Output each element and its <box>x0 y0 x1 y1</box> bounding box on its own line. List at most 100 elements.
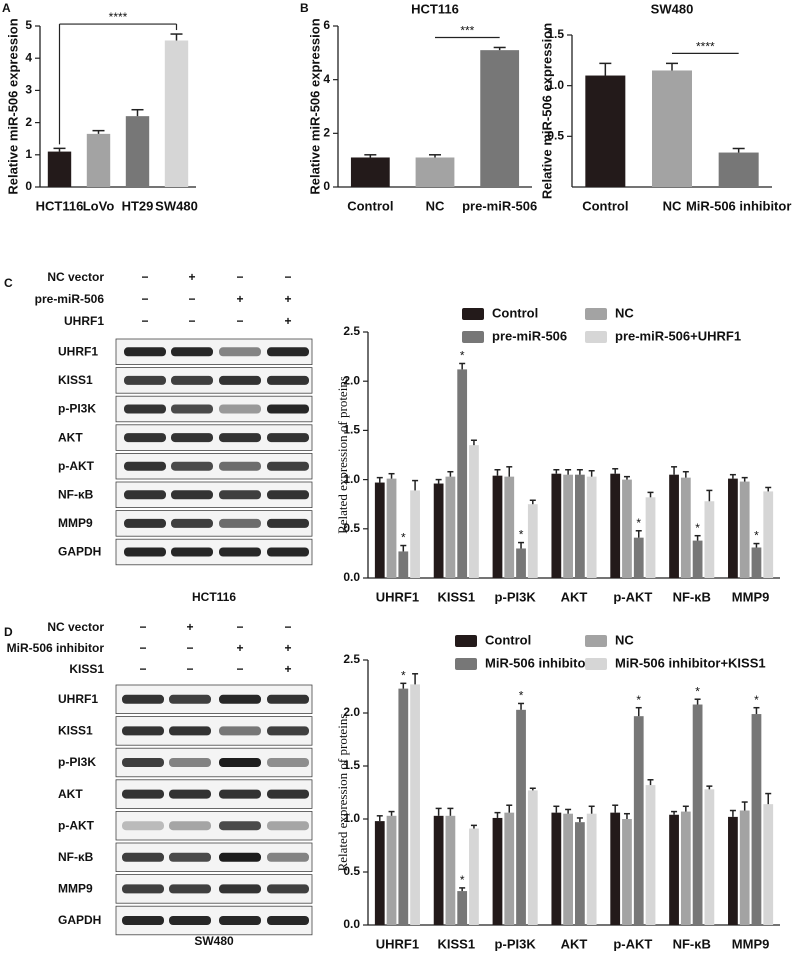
bar <box>386 478 397 578</box>
y-tick-label: 3 <box>25 83 32 97</box>
protein-label: p-AKT <box>58 459 95 473</box>
blot-band <box>219 821 261 831</box>
bar <box>633 716 644 925</box>
bar <box>586 476 597 578</box>
bar <box>516 548 526 578</box>
condition-mark: + <box>284 662 291 676</box>
bar <box>504 476 515 578</box>
legend-swatch <box>462 308 484 320</box>
blot-band <box>124 347 166 357</box>
condition-label: pre-miR-506 <box>35 292 105 306</box>
y-tick-label: 0.0 <box>343 570 360 584</box>
bar <box>739 481 750 578</box>
significance-star: * <box>636 693 641 707</box>
bar <box>410 684 420 925</box>
protein-label: AKT <box>58 787 83 801</box>
y-tick-label: 5 <box>25 18 32 32</box>
significance-star: * <box>519 528 524 542</box>
blot-band <box>219 547 261 557</box>
y-axis-label: Related expression of proteins <box>335 714 350 872</box>
x-tick-label: UHRF1 <box>376 589 419 604</box>
protein-label: MMP9 <box>58 516 93 530</box>
condition-mark: + <box>236 292 243 306</box>
y-tick-label: 1.5 <box>547 27 564 41</box>
blot-band <box>124 461 166 471</box>
bar <box>398 551 409 578</box>
significance-label: **** <box>109 10 128 24</box>
panel-label: D <box>4 625 13 639</box>
condition-label: KISS1 <box>69 662 104 676</box>
protein-label: p-PI3K <box>58 755 96 769</box>
condition-mark: − <box>236 620 243 634</box>
blot-band <box>169 916 211 925</box>
x-tick-label: Control <box>347 198 393 213</box>
condition-mark: − <box>284 270 291 284</box>
bar <box>415 157 455 187</box>
bar <box>47 151 72 187</box>
condition-mark: + <box>284 641 291 655</box>
blot-band <box>169 694 211 704</box>
legend-swatch <box>585 658 607 670</box>
condition-mark: + <box>188 270 195 284</box>
bar <box>350 157 390 187</box>
condition-mark: − <box>141 314 148 328</box>
x-tick-label: MMP9 <box>732 936 770 951</box>
bar <box>585 75 626 187</box>
blot-band <box>171 433 213 443</box>
protein-label: MMP9 <box>58 882 93 896</box>
blot-band <box>171 461 213 471</box>
significance-star: * <box>754 529 759 543</box>
blot-band <box>219 404 261 414</box>
condition-mark: + <box>284 314 291 328</box>
condition-label: UHRF1 <box>64 314 104 328</box>
y-axis-label: Related expression of proteins <box>335 376 350 534</box>
blot-band <box>171 518 213 528</box>
bar <box>445 815 456 925</box>
x-tick-label: p-AKT <box>613 936 652 951</box>
condition-mark: + <box>236 641 243 655</box>
blot-band <box>124 547 166 557</box>
y-axis-label: Relative miR-506 expression <box>307 18 322 194</box>
bar <box>469 445 479 578</box>
y-tick-label: 1.0 <box>343 811 360 825</box>
bar <box>763 491 774 578</box>
condition-mark: − <box>186 641 193 655</box>
blot-band <box>267 461 309 471</box>
blot-band <box>122 821 164 831</box>
bar <box>704 789 715 925</box>
blot-band <box>122 852 164 862</box>
bar <box>575 822 585 925</box>
bar <box>457 891 468 925</box>
condition-mark: − <box>186 662 193 676</box>
blot-band <box>219 375 261 385</box>
condition-mark: − <box>236 662 243 676</box>
bar <box>445 476 456 578</box>
blot-band <box>219 726 261 736</box>
blot-band <box>169 726 211 736</box>
blot-band <box>219 347 261 357</box>
panel-label: C <box>4 276 13 290</box>
protein-label: NF-κB <box>58 850 94 864</box>
significance-star: * <box>460 349 465 363</box>
bar <box>751 547 762 578</box>
blot-band <box>169 884 211 894</box>
bar <box>504 812 515 925</box>
x-tick-label: MMP9 <box>732 589 770 604</box>
bar <box>410 490 420 578</box>
bar <box>652 70 692 187</box>
significance-label: *** <box>460 24 474 38</box>
bar <box>457 369 468 578</box>
blot-band <box>124 375 166 385</box>
cell-line-label: SW480 <box>194 934 234 948</box>
y-tick-label: 1.0 <box>547 78 564 92</box>
y-tick-label: 0 <box>323 179 330 193</box>
blot-band <box>171 490 213 500</box>
y-tick-label: 2.0 <box>343 373 360 387</box>
blot-band <box>219 461 261 471</box>
bar <box>563 474 573 578</box>
legend-swatch <box>455 635 477 647</box>
blot-band <box>267 916 309 925</box>
bar <box>433 815 444 925</box>
protein-label: KISS1 <box>58 724 93 738</box>
bar <box>575 474 585 578</box>
